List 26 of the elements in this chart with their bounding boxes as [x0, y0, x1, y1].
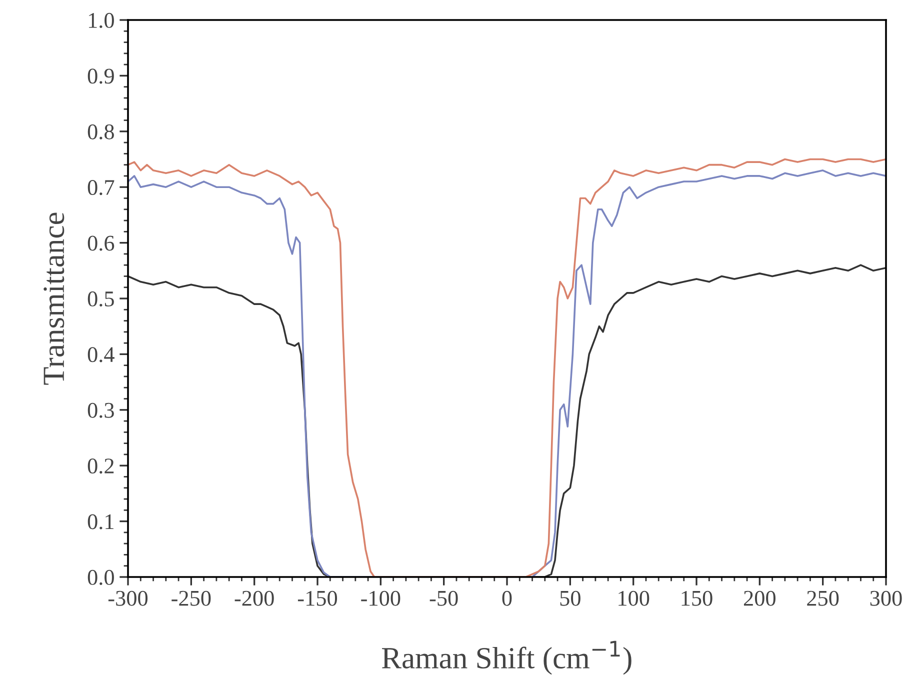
x-tick-label: -50 — [430, 590, 458, 606]
y-tick-label: 0.3 — [88, 402, 114, 418]
x-tick-label: -150 — [298, 590, 338, 606]
x-tick-label: 100 — [618, 590, 650, 606]
x-tick-label: 250 — [807, 590, 839, 606]
x-tick-label: 200 — [744, 590, 776, 606]
x-tick-label: 150 — [682, 590, 712, 606]
y-tick-label: 0.7 — [88, 180, 114, 196]
x-axis-title: Raman Shift (cm$^{−1}$) — [382, 640, 632, 675]
y-tick-label: 0.0 — [88, 570, 114, 586]
x-tick-label: 300 — [870, 590, 902, 606]
x-tick-label: 0 — [502, 590, 512, 606]
y-tick-label: 0.8 — [88, 124, 114, 140]
y-tick-label: 0.6 — [88, 236, 114, 251]
x-tick-label: -100 — [361, 590, 400, 606]
y-tick-label: 0.9 — [88, 68, 114, 84]
y-tick-label: 0.1 — [88, 514, 114, 530]
x-tick-label: -300 — [108, 590, 148, 606]
x-tick-label: -200 — [234, 590, 274, 606]
y-tick-label: 0.5 — [88, 291, 114, 307]
x-tick-label: 50 — [560, 590, 580, 606]
y-tick-label: 0.2 — [88, 458, 114, 474]
y-tick-label: 0.4 — [88, 347, 114, 362]
x-tick-label: -250 — [172, 590, 211, 606]
y-axis-title: Transmittance — [44, 212, 64, 385]
y-tick-label: 1.0 — [88, 12, 114, 28]
